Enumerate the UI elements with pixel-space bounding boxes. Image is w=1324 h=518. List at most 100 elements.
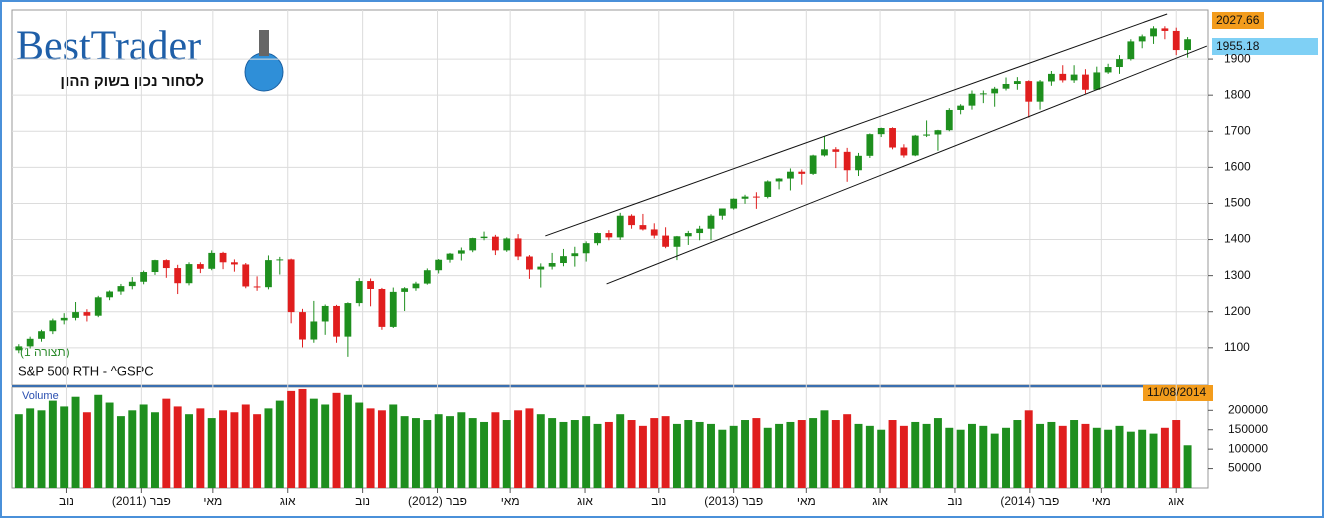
volume-bar: [559, 421, 568, 488]
candle-body: [832, 149, 840, 152]
y-tick-label: 1400: [1224, 232, 1251, 246]
volume-bar: [275, 400, 284, 488]
volume-tick-label: 100000: [1228, 441, 1268, 455]
candle-body: [945, 109, 953, 131]
volume-bar: [1024, 410, 1033, 488]
candle-body: [140, 272, 148, 282]
candle-body: [628, 215, 635, 226]
candle-body: [310, 321, 318, 340]
volume-bar: [1149, 433, 1158, 488]
volume-bar: [616, 414, 625, 488]
volume-tick-label: 200000: [1228, 402, 1268, 416]
volume-bar: [14, 414, 23, 488]
candle-body: [560, 256, 567, 264]
candle-body: [673, 236, 681, 247]
candle-body: [94, 297, 102, 316]
candle-body: [60, 317, 68, 321]
volume-bar: [1183, 445, 1192, 488]
candle-body: [503, 238, 511, 251]
volume-bar: [321, 404, 330, 488]
candle-body: [265, 260, 272, 288]
x-tick-label: נוב: [651, 494, 666, 508]
volume-bar: [752, 418, 761, 488]
candle-body: [696, 228, 704, 234]
volume-bar: [1126, 431, 1135, 488]
x-tick-label: פבר (2014): [1000, 494, 1059, 508]
volume-bar: [820, 410, 829, 488]
candle-body: [968, 93, 976, 106]
candle-body: [162, 260, 170, 269]
volume-bar: [480, 421, 489, 488]
candle-body: [662, 235, 670, 247]
volume-bar: [116, 416, 125, 488]
candle-body: [469, 238, 477, 251]
volume-bar: [26, 408, 35, 488]
x-tick-label: אוג: [577, 494, 593, 508]
volume-bar: [400, 416, 409, 488]
candle-body: [276, 259, 284, 261]
volume-bar: [968, 423, 976, 488]
volume-bar: [1115, 425, 1124, 488]
candle-body: [299, 312, 306, 340]
volume-bar: [355, 402, 364, 488]
volume-bar: [196, 408, 205, 488]
candle-body: [26, 338, 34, 347]
x-tick-label: נוב: [355, 494, 370, 508]
volume-bar: [741, 420, 750, 488]
volume-tick-label: 50000: [1228, 461, 1262, 475]
volume-bar: [548, 418, 557, 488]
volume-bar: [253, 414, 262, 488]
volume-bar: [661, 416, 670, 488]
candle-body: [855, 155, 862, 171]
trendline: [545, 13, 1168, 237]
x-tick-label: נוב: [59, 494, 74, 508]
candle-body: [787, 171, 794, 179]
volume-bar: [151, 412, 159, 488]
volume-bar: [491, 412, 500, 488]
volume-bar: [695, 421, 704, 488]
volume-bar: [377, 410, 386, 488]
candle-body: [1116, 59, 1123, 68]
candle-body: [934, 130, 942, 135]
volume-bar: [1160, 427, 1169, 488]
volume-bar: [60, 406, 69, 488]
volume-bar: [309, 398, 318, 488]
candle-body: [49, 320, 57, 332]
date-label: 11/08/2014: [1147, 385, 1206, 399]
volume-bar: [1138, 429, 1147, 488]
volume-bar: [672, 423, 681, 488]
layout-label: (תצורה 1): [20, 345, 70, 359]
logo-figure: [259, 30, 269, 56]
candle-body: [1172, 30, 1180, 51]
volume-bar: [502, 420, 511, 488]
volume-bar: [854, 423, 863, 488]
candle-body: [957, 105, 965, 110]
x-tick-label: אוג: [280, 494, 296, 508]
candle-body: [991, 88, 999, 94]
candle-body: [196, 264, 204, 269]
candle-body: [1059, 73, 1067, 81]
candle-body: [775, 178, 783, 182]
candle-body: [877, 128, 885, 135]
high-box: [1212, 12, 1264, 29]
volume-bar: [230, 412, 239, 488]
candle-body: [242, 264, 250, 287]
candle-body: [174, 268, 182, 284]
candle-body: [231, 262, 238, 265]
x-tick-label: פבר (2011): [112, 494, 171, 508]
volume-bar: [933, 418, 942, 488]
volume-bar: [1013, 420, 1022, 488]
volume-bar: [797, 420, 806, 488]
candle-body: [1093, 72, 1101, 90]
volume-bar: [162, 398, 171, 488]
x-tick-label: מאי: [501, 494, 520, 508]
volume-bar: [446, 416, 454, 488]
x-tick-label: מאי: [797, 494, 816, 508]
candle-body: [537, 266, 545, 270]
candle-body: [117, 286, 125, 292]
volume-bar: [1092, 427, 1101, 488]
candle-body: [389, 291, 397, 327]
candle-body: [843, 151, 851, 171]
y-tick-label: 1300: [1224, 268, 1251, 282]
volume-bar: [207, 418, 216, 488]
